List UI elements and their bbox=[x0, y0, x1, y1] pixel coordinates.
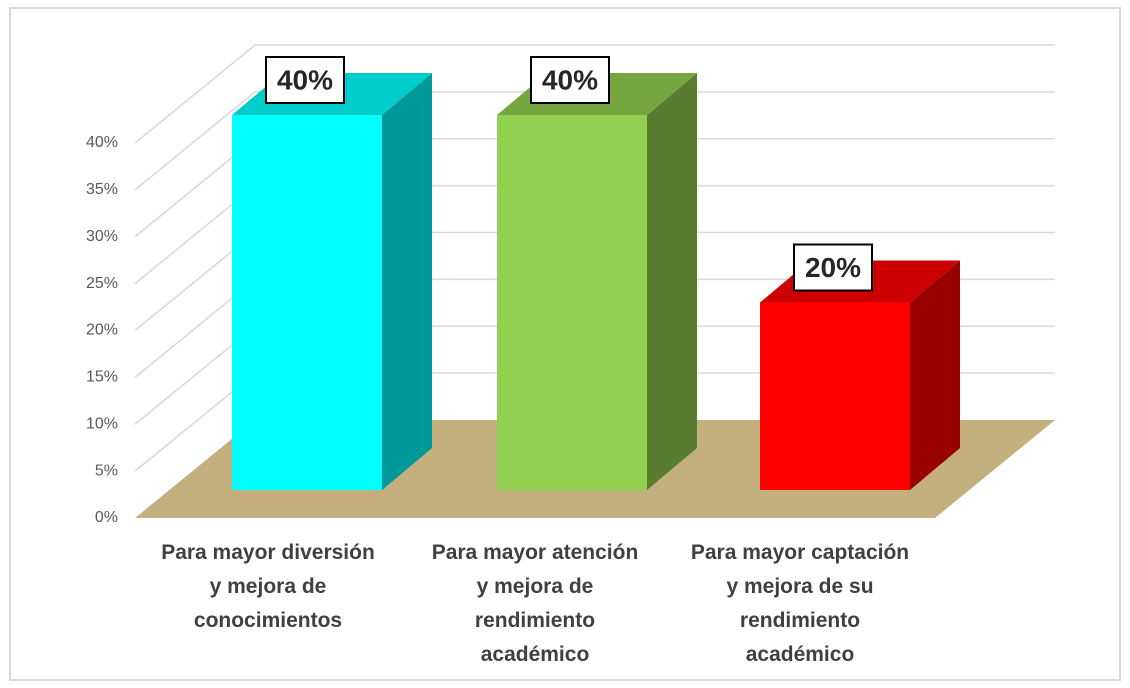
x-tick-label: Para mayor atención y mejora de rendimie… bbox=[431, 541, 639, 666]
value-label-box bbox=[530, 56, 610, 104]
y-tick-label: 5% bbox=[95, 462, 118, 479]
x-tick-label: Para mayor diversión y mejora de conocim… bbox=[161, 541, 375, 632]
value-label: 40% bbox=[277, 64, 333, 95]
y-tick-label: 0% bbox=[95, 509, 118, 526]
y-tick-label: 10% bbox=[86, 415, 118, 432]
y-tick-label: 20% bbox=[86, 322, 118, 339]
y-tick-label: 30% bbox=[86, 228, 118, 245]
y-tick-label: 40% bbox=[86, 134, 118, 151]
value-label: 20% bbox=[805, 252, 861, 283]
value-label-box bbox=[265, 56, 345, 104]
bar bbox=[760, 302, 910, 490]
y-tick-label: 15% bbox=[86, 369, 118, 386]
bar-side bbox=[382, 73, 432, 490]
grid-line bbox=[134, 44, 1055, 144]
grid-line bbox=[134, 91, 1055, 191]
y-tick-label: 25% bbox=[86, 275, 118, 292]
value-label: 40% bbox=[542, 64, 598, 95]
bar bbox=[232, 115, 382, 490]
y-tick-label: 35% bbox=[86, 181, 118, 198]
value-label-box bbox=[793, 243, 873, 292]
bar-side bbox=[910, 260, 960, 490]
bar bbox=[497, 115, 647, 490]
x-tick-label: Para mayor captación y mejora de su rend… bbox=[690, 541, 910, 666]
bar-side bbox=[647, 73, 697, 490]
